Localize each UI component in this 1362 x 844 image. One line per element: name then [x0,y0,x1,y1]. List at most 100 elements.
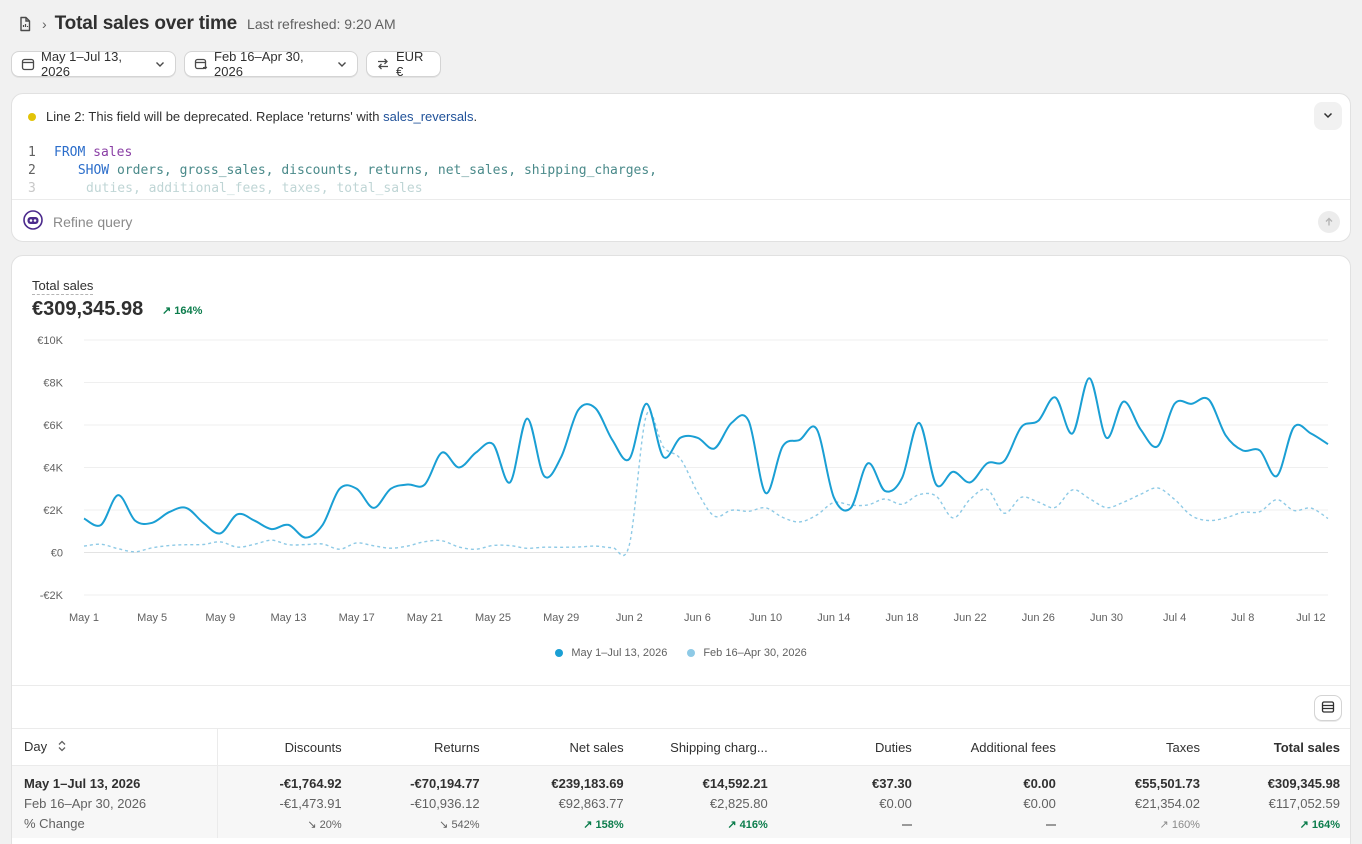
send-button[interactable] [1318,211,1340,233]
chart-legend: May 1–Jul 13, 2026 Feb 16–Apr 30, 2026 [12,647,1350,659]
assistant-icon [23,210,43,233]
warning-suffix: . [473,109,478,124]
y-tick-label: €8K [43,378,63,390]
line-number: 2 [28,163,36,178]
additional-fees-cell: €0.00 €0.00 [923,765,1068,838]
table-view-button[interactable] [1314,695,1342,721]
x-tick-label: Jul 8 [1231,612,1254,624]
warning-link[interactable]: sales_reversals [383,109,474,124]
code-fields: duties, additional_fees, taxes, total_sa… [86,181,423,196]
x-tick-label: Jun 18 [885,612,918,624]
legend-label: Feb 16–Apr 30, 2026 [703,647,807,659]
chevron-down-icon [336,58,348,70]
change-value: ↗ 164% [1299,819,1340,831]
x-tick-label: Jul 12 [1296,612,1325,624]
x-tick-label: May 1 [69,612,99,624]
current-value: €0.00 [1023,776,1056,791]
x-tick-label: Jul 4 [1163,612,1186,624]
code-line: 2 SHOW orders, gross_sales, discounts, r… [28,162,657,180]
chevron-down-icon [154,58,166,70]
x-tick-label: May 21 [407,612,443,624]
date-range-label: May 1–Jul 13, 2026 [41,49,122,79]
x-tick-label: Jun 30 [1090,612,1123,624]
date-range-picker[interactable]: May 1–Jul 13, 2026 [11,49,176,79]
legend-item-primary[interactable]: May 1–Jul 13, 2026 [555,647,667,659]
x-tick-label: May 25 [475,612,511,624]
refine-query-bar[interactable]: Refine query [12,199,1350,241]
metric-label[interactable]: Total sales [32,278,94,295]
last-refreshed: Last refreshed: 9:20 AM [247,16,396,32]
report-icon[interactable] [16,15,34,33]
y-tick-label: -€2K [40,590,64,602]
current-value: €55,501.73 [1134,776,1200,791]
column-header-total-sales[interactable]: Total sales [1211,728,1350,766]
column-header-duties[interactable]: Duties [779,728,924,766]
column-header-shipping[interactable]: Shipping charg... [635,728,780,766]
compare-range-label: Feb 16–Apr 30, 2026 [214,49,304,79]
line-chart[interactable]: €10K €8K €6K €4K €2K €0 -€2K May 1 May 5 May 9 May… [12,256,1351,636]
collapse-editor-button[interactable] [1314,102,1342,130]
change-value: ↘ 542% [439,819,480,831]
column-header-net-sales[interactable]: Net sales [491,728,636,766]
x-tick-label: May 17 [339,612,375,624]
change-value: ↗ 158% [583,819,624,831]
taxes-cell: €55,501.73 €21,354.02 ↗ 160% [1067,765,1212,838]
x-tick-label: Jun 22 [954,612,987,624]
change-value: ↗ 160% [1159,819,1200,831]
no-change-dash [901,823,912,826]
metric-change-value: 164% [174,305,203,317]
y-tick-label: €0 [51,548,63,560]
change-pct: 416% [739,819,768,831]
y-tick-label: €6K [43,420,63,432]
code-fields: orders, gross_sales, discounts, returns,… [116,163,658,178]
compare-range-picker[interactable]: Feb 16–Apr 30, 2026 [184,49,358,79]
table-icon [1321,700,1335,717]
column-label: Day [24,738,48,754]
legend-label: May 1–Jul 13, 2026 [571,647,668,659]
breadcrumb-chevron-icon: › [42,16,47,32]
previous-period-label: Feb 16–Apr 30, 2026 [24,796,147,811]
refine-query-input[interactable]: Refine query [53,213,133,230]
column-header-taxes[interactable]: Taxes [1067,728,1212,766]
arrow-up-icon [1324,215,1334,230]
current-value: -€1,764.92 [279,776,342,791]
sort-icon[interactable] [57,740,67,755]
code-line: 1 FROM sales [28,144,657,162]
arrow-up-right-icon: ↗ [162,305,172,317]
line-number: 3 [28,181,36,196]
exchange-icon [376,57,390,71]
returns-cell: -€70,194.77 -€10,936.12 ↘ 542% [353,765,492,838]
column-header-returns[interactable]: Returns [353,728,492,766]
filter-bar: May 1–Jul 13, 2026 Feb 16–Apr 30, 2026 E… [11,49,441,79]
discounts-cell: -€1,764.92 -€1,473.91 ↘ 20% [217,765,354,838]
previous-value: €2,825.80 [709,796,768,811]
change-pct: 158% [595,819,624,831]
x-tick-label: Jun 6 [684,612,711,624]
column-header-additional-fees[interactable]: Additional fees [923,728,1068,766]
change-pct: 542% [451,819,480,831]
warning-prefix: Line 2: This field will be deprecated. R… [46,109,384,124]
series-line-comparison [83,411,1329,557]
code-keyword: FROM [54,145,86,160]
column-header-day[interactable]: Day [12,728,219,766]
previous-value: €92,863.77 [558,796,624,811]
previous-value: €0.00 [879,796,912,811]
metric-change-badge: ↗ 164% [162,304,202,317]
legend-item-comparison[interactable]: Feb 16–Apr 30, 2026 [687,647,807,659]
column-header-discounts[interactable]: Discounts [217,728,354,766]
legend-swatch [687,649,696,657]
query-code[interactable]: 1 FROM sales 2 SHOW orders, gross_sales, … [28,144,657,198]
series-line-primary [83,377,1329,539]
previous-value: €0.00 [1023,796,1056,811]
page-title: Total sales over time [54,13,238,34]
table-toolbar [12,685,1350,729]
warning-dot-icon [28,112,36,121]
shipping-cell: €14,592.21 €2,825.80 ↗ 416% [635,765,780,838]
change-label: % Change [24,816,85,831]
current-value: €239,183.69 [551,776,624,791]
query-editor-card: Line 2: This field will be deprecated. R… [11,93,1351,242]
summary-row: May 1–Jul 13, 2026 Feb 16–Apr 30, 2026 %… [12,765,1350,838]
currency-selector[interactable]: EUR € [366,49,441,79]
chart-card: Total sales €309,345.98 ↗ 164% €10K €8K €6… [11,255,1351,844]
duties-cell: €37.30 €0.00 [779,765,924,838]
